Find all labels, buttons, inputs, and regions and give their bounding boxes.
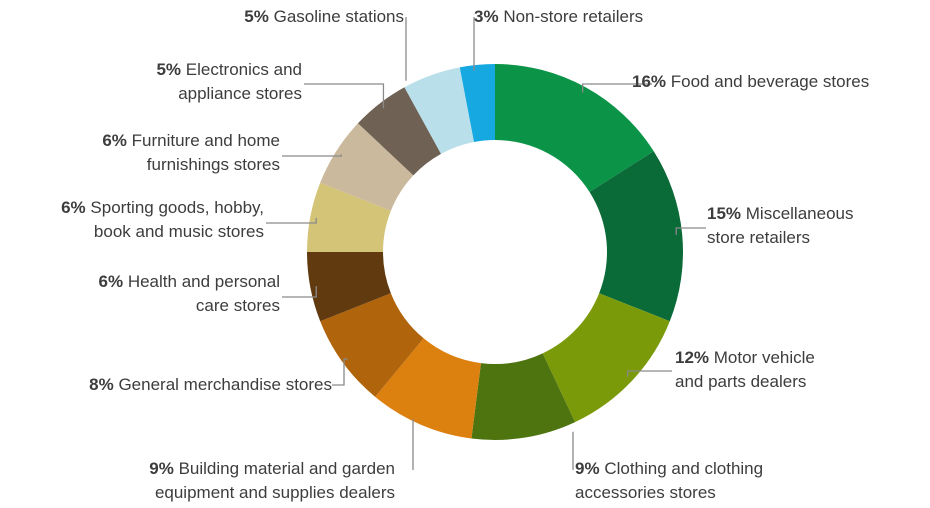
slice-label-text: Electronics and [185,60,302,79]
slice-label-text: book and music stores [93,222,264,241]
slice-label-text: equipment and supplies dealers [154,483,395,502]
slice-label: 8% General merchandise stores [89,373,332,397]
slice-label-text: Motor vehicle [713,348,815,367]
leader-line [266,217,317,224]
slice-label-text: Clothing and clothing [604,459,764,478]
slice-label-line: 9% Clothing and clothing [575,457,763,481]
leader-line [627,370,672,377]
slice-miscellaneous-store-retailers [589,151,684,322]
slice-percent: 6% [98,272,124,291]
slice-label-text: General merchandise stores [118,375,332,394]
slice-health-and-personal-care-stores [307,252,391,322]
slice-label-text: accessories stores [575,483,716,502]
slice-label-text: Sporting goods, hobby, [90,198,264,217]
slice-electronics-and-appliance-stores [357,87,442,176]
slice-label-line: book and music stores [61,220,264,244]
slice-label-text: Non-store retailers [503,7,644,26]
slice-percent: 5% [156,60,182,79]
slice-building-material-and-garden-equipment-and-supplies-dealers [375,338,481,439]
slice-label-line: furnishings stores [102,153,280,177]
slice-label-text: Gasoline stations [273,7,404,26]
slice-label-line: 5% Gasoline stations [244,5,404,29]
slice-percent: 15% [707,204,742,223]
slice-percent: 6% [102,131,127,150]
slice-label: 16% Food and beverage stores [632,70,869,94]
slice-label: 15% Miscellaneous store retailers [707,202,854,250]
slice-percent: 6% [61,198,86,217]
slice-label: 5% Electronics and appliance stores [156,58,302,106]
leader-line [282,286,317,298]
slice-percent: 9% [149,459,174,478]
slice-label-line: 6% Health and personal [99,270,280,294]
slice-label-line: 15% Miscellaneous [707,202,854,226]
slice-label-text: appliance stores [178,84,302,103]
slice-label-line: 16% Food and beverage stores [632,70,869,94]
leader-line [282,154,342,157]
slice-general-merchandise-stores [320,293,424,397]
leader-line [332,358,348,386]
slice-label: 9% Building material and garden equipment… [149,457,395,505]
slice-percent: 9% [575,459,600,478]
slice-label-text: store retailers [707,228,810,247]
slice-label-text: furnishings stores [146,155,280,174]
slice-furniture-and-home-furnishings-stores [320,123,414,211]
slice-label-text: Food and beverage stores [670,72,870,91]
slice-sporting-goods-hobby-book-and-music-stores [307,182,391,252]
slice-label-line: 5% Electronics and [156,58,302,82]
slice-label-text: Furniture and home [131,131,280,150]
leader-line [582,83,652,93]
slice-label-line: 6% Sporting goods, hobby, [61,196,264,220]
slice-label-line: 3% Non-store retailers [474,5,643,29]
slice-label: 9% Clothing and clothing accessories stor… [575,457,763,505]
slice-label-line: 12% Motor vehicle [675,346,815,370]
slice-label-line: care stores [99,294,280,318]
slice-label: 6% Furniture and home furnishings stores [102,129,280,177]
slice-label-line: and parts dealers [675,370,815,394]
slice-percent: 5% [244,7,269,26]
slice-label: 6% Health and personal care stores [99,270,280,318]
slice-label-text: care stores [195,296,280,315]
slice-label-text: Building material and garden [178,459,395,478]
slice-label: 6% Sporting goods, hobby, book and music … [61,196,264,244]
slice-percent: 16% [632,72,667,91]
slice-label-line: 8% General merchandise stores [89,373,332,397]
slice-label-text: and parts dealers [675,372,807,391]
slice-label-text: Health and personal [127,272,280,291]
leader-line [304,83,385,109]
leader-line [675,227,706,235]
slice-label: 5% Gasoline stations [244,5,404,29]
slice-motor-vehicle-and-parts-dealers [542,293,670,423]
slice-label-line: accessories stores [575,481,763,505]
slice-clothing-and-clothing-accessories-stores [471,353,576,441]
slice-label: 12% Motor vehicle and parts dealers [675,346,815,394]
slice-percent: 3% [474,7,499,26]
slice-label-line: store retailers [707,226,854,250]
slice-label-text: Miscellaneous [745,204,854,223]
slice-non-store-retailers [459,64,495,142]
slice-percent: 8% [89,375,114,394]
slice-label-line: 6% Furniture and home [102,129,280,153]
slice-label: 3% Non-store retailers [474,5,643,29]
slice-gasoline-stations [404,67,475,154]
slice-label-line: equipment and supplies dealers [149,481,395,505]
slice-food-and-beverage-stores [495,64,654,192]
slice-label-line: appliance stores [156,82,302,106]
slice-percent: 12% [675,348,710,367]
slice-label-line: 9% Building material and garden [149,457,395,481]
